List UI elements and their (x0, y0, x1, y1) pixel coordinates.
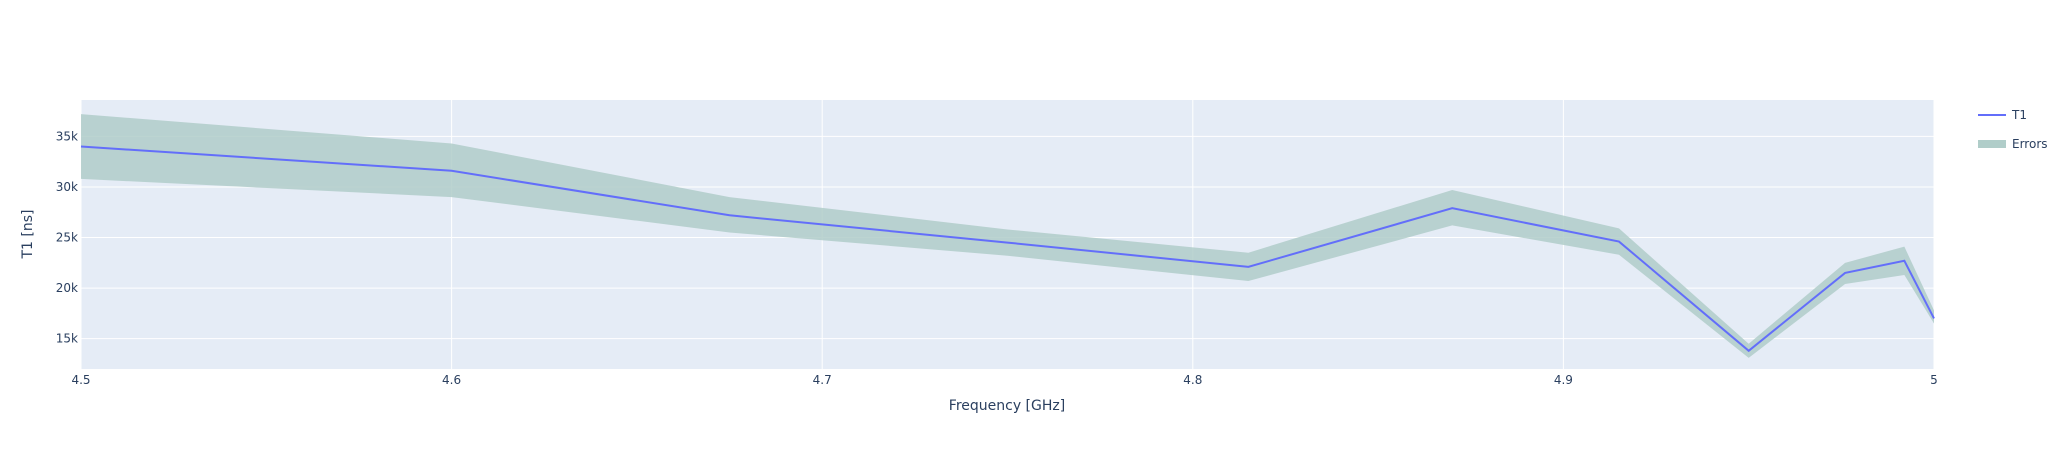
y-tick-label: 35k (56, 129, 78, 143)
error-band (81, 114, 1934, 358)
t1-line-layer (80, 145, 1935, 353)
y-tick-label: 25k (56, 231, 78, 245)
legend-label-errors: Errors (2012, 137, 2048, 151)
grid (80, 100, 1935, 369)
y-tick-label: 15k (56, 332, 78, 346)
x-tick-label: 4.5 (71, 373, 90, 387)
x-tick-label: 4.8 (1183, 373, 1202, 387)
x-tick-label: 5 (1930, 373, 1938, 387)
legend-item-t1[interactable]: T1 (1978, 108, 2027, 122)
t1-series-line (80, 145, 1935, 353)
x-axis-title: Frequency [GHz] (949, 398, 1065, 414)
y-tick-label: 20k (56, 281, 78, 295)
x-tick-label: 4.9 (1554, 373, 1573, 387)
error-band-layer (81, 114, 1934, 358)
legend[interactable]: T1 Errors (1978, 108, 2048, 151)
y-tick-label: 30k (56, 180, 78, 194)
legend-swatch-errors (1978, 140, 2006, 148)
x-tick-label: 4.7 (813, 373, 832, 387)
y-axis-title: T1 [ns] (20, 210, 36, 260)
legend-label-t1: T1 (2011, 108, 2027, 122)
legend-item-errors[interactable]: Errors (1978, 137, 2048, 151)
x-tick-label: 4.6 (442, 373, 461, 387)
x-axis-ticks: 4.5 4.6 4.7 4.8 4.9 5 (71, 373, 1937, 387)
y-axis-ticks: 15k 20k 25k 30k 35k (56, 129, 78, 345)
